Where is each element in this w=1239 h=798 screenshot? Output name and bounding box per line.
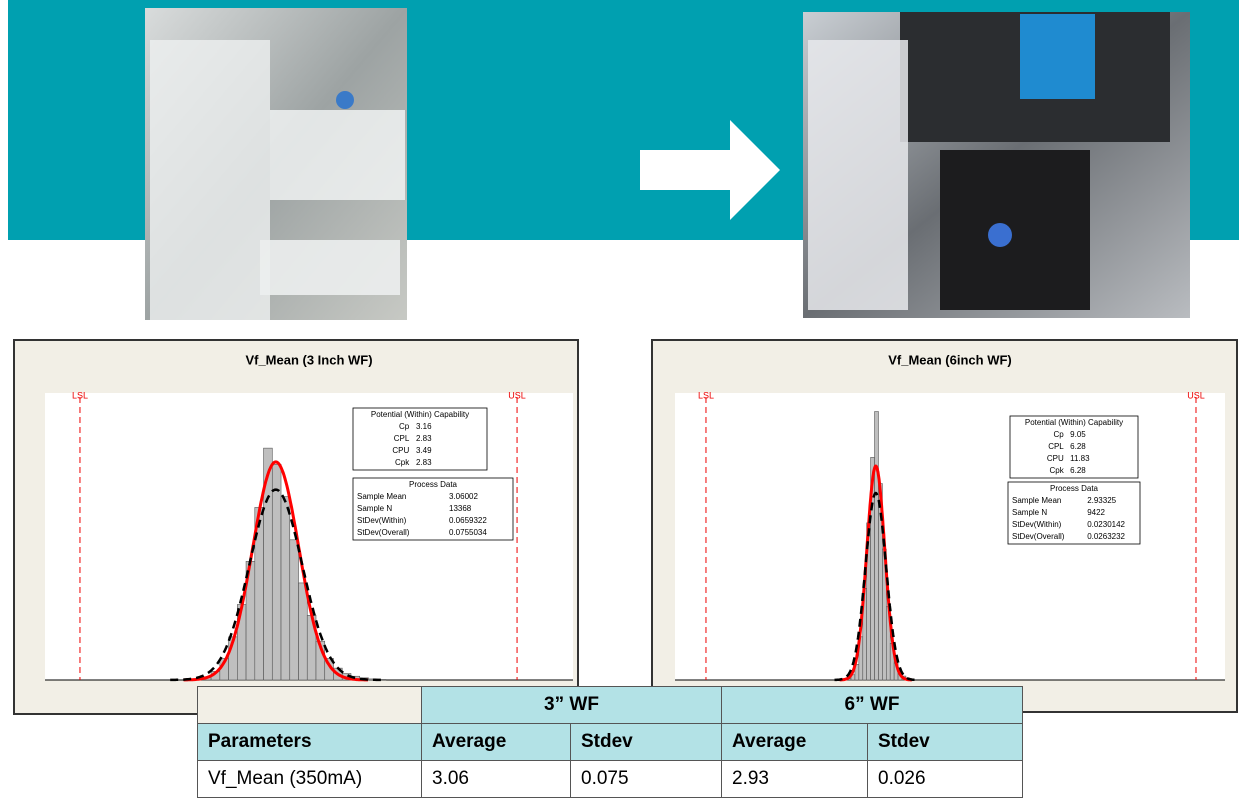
spec-label: USL — [1187, 390, 1205, 400]
process-label: Sample N — [1012, 508, 1047, 517]
fit-curve — [183, 460, 368, 682]
cell: 0.026 — [867, 760, 1023, 798]
process-value: 0.0659322 — [449, 516, 487, 525]
plot-area — [675, 393, 1225, 680]
spec-label: LSL — [698, 390, 714, 400]
capability-value: 11.83 — [1070, 454, 1090, 463]
photo — [803, 12, 1190, 318]
process-value: 3.06002 — [449, 492, 478, 501]
capability-box — [1009, 415, 1139, 479]
process-value: 13368 — [449, 504, 472, 513]
chart-title: Vf_Mean (3 Inch WF) — [245, 352, 372, 367]
bar — [874, 411, 879, 681]
cell: Vf_Mean (350mA) — [197, 760, 422, 798]
process-value: 0.0263232 — [1087, 532, 1125, 541]
bar — [280, 496, 291, 681]
capability-value: 9.05 — [1070, 430, 1086, 439]
capability-label: Cp — [399, 422, 410, 431]
column-header: Stdev — [570, 723, 722, 761]
capability-title: Potential (Within) Capability — [1025, 418, 1123, 427]
bar — [271, 464, 282, 681]
process-title: Process Data — [409, 480, 458, 489]
capability-title: Potential (Within) Capability — [371, 410, 469, 419]
capability-label: Cp — [1054, 430, 1065, 439]
process-box — [352, 477, 514, 541]
process-label: StDev(Within) — [357, 516, 407, 525]
process-value: 0.0230142 — [1087, 520, 1125, 529]
fit-curve — [170, 488, 382, 682]
parameter-table: 3” WF 6” WF Parameters Average Stdev Ave… — [197, 686, 1023, 798]
process-label: Sample Mean — [357, 492, 406, 501]
process-label: StDev(Within) — [1012, 520, 1062, 529]
capability-value: 6.28 — [1070, 466, 1086, 475]
column-header: Stdev — [867, 723, 1023, 761]
photo — [145, 8, 407, 320]
capability-label: CPL — [1048, 442, 1064, 451]
group-header: 3” WF — [421, 686, 722, 724]
chart-title: Vf_Mean (6inch WF) — [888, 352, 1012, 367]
capability-value: 2.83 — [416, 458, 432, 467]
process-label: StDev(Overall) — [357, 528, 410, 537]
capability-box — [352, 407, 488, 471]
fit-curve — [839, 464, 912, 682]
process-label: Sample N — [357, 504, 392, 513]
cell: 3.06 — [421, 760, 571, 798]
capability-value: 2.83 — [416, 434, 432, 443]
process-value: 2.93325 — [1087, 496, 1116, 505]
bar — [298, 582, 308, 681]
process-value: 9422 — [1087, 508, 1105, 517]
cell: 2.93 — [721, 760, 868, 798]
process-box — [1007, 481, 1141, 545]
capability-label: CPL — [394, 434, 410, 443]
column-header: Average — [721, 723, 868, 761]
bar — [289, 539, 299, 681]
capability-value: 3.49 — [416, 446, 432, 455]
process-value: 0.0755034 — [449, 528, 487, 537]
column-header: Parameters — [197, 723, 422, 761]
capability-value: 6.28 — [1070, 442, 1086, 451]
capability-label: Cpk — [1050, 466, 1065, 475]
process-title: Process Data — [1050, 484, 1099, 493]
capability-label: CPU — [1047, 454, 1064, 463]
empty-cell — [197, 686, 422, 724]
arrow — [640, 120, 780, 220]
process-label: Sample Mean — [1012, 496, 1061, 505]
capability-value: 3.16 — [416, 422, 432, 431]
capability-label: CPU — [392, 446, 409, 455]
capability-label: Cpk — [395, 458, 410, 467]
process-label: StDev(Overall) — [1012, 532, 1065, 541]
spec-label: LSL — [72, 390, 88, 400]
column-header: Average — [421, 723, 571, 761]
group-header: 6” WF — [721, 686, 1023, 724]
spec-label: USL — [508, 390, 526, 400]
fit-curve — [834, 491, 918, 682]
cell: 0.075 — [570, 760, 722, 798]
